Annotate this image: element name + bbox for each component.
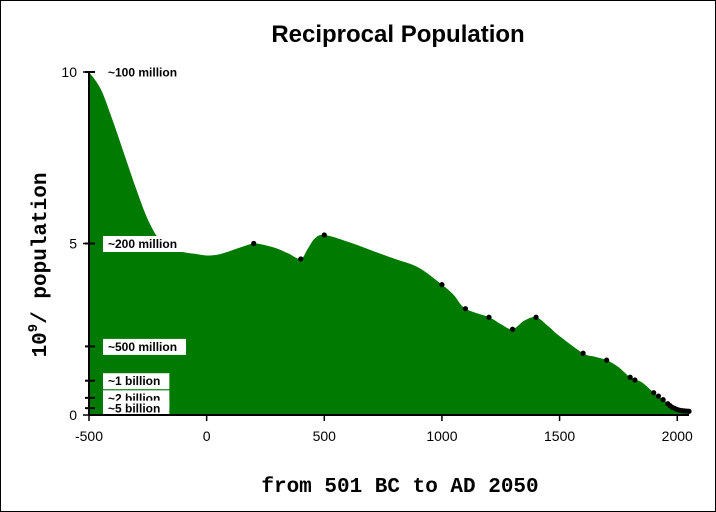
y-axis-label-base: 10 [30,332,53,357]
annotation-label: ~200 million [103,236,187,252]
x-tick-label: 0 [203,428,211,444]
data-marker [580,350,586,356]
population-area [89,72,689,415]
y-axis-ticks: 0 5 10 [61,64,89,423]
y-axis-label-exponent: 9 [26,324,42,332]
y-axis-label: 109/ population [26,173,53,358]
x-tick-label: 500 [313,428,337,444]
x-tick-label: 2000 [662,428,693,444]
y-axis-label-rest: / population [30,173,53,324]
data-marker [533,314,539,320]
data-marker [660,396,666,403]
data-marker [627,374,633,380]
data-marker [655,393,662,399]
x-axis-ticks: -500 0 500 1000 1500 2000 [75,415,693,444]
data-marker [686,408,692,414]
annotation-box [103,373,170,390]
data-marker [251,240,257,247]
annotation-text: ~200 million [108,237,177,251]
annotation-box [103,400,170,417]
data-marker [462,306,469,312]
annotation-label: ~1 billion [103,373,170,390]
data-marker [632,377,638,383]
data-marker [486,314,492,320]
y-tick-label: 10 [61,64,77,80]
data-marker [651,390,657,396]
x-axis-label: from 501 BC to AD 2050 [261,476,538,499]
annotation-text: ~5 billion [108,402,160,416]
x-tick-label: 1000 [426,428,457,444]
annotation-label: ~500 million [103,338,187,355]
x-tick-label: 1500 [544,428,575,444]
annotation-box [103,236,187,252]
y-tick-label: 5 [69,236,77,252]
data-marker [321,232,327,238]
annotation-label: ~5 billion [103,400,170,417]
data-marker [509,326,516,332]
annotation-box [103,338,187,355]
data-marker [439,282,445,288]
chart-title: Reciprocal Population [271,21,524,48]
annotation-text: ~1 billion [108,374,160,388]
data-markers [251,232,692,414]
annotation-text: ~500 million [108,340,177,354]
annotation-label: ~100 million [103,64,187,81]
annotations: ~100 million ~200 million ~500 million ~1 b… [85,64,187,417]
annotation-box [103,64,187,81]
annotation-text: ~100 million [108,66,177,80]
y-tick-label: 0 [69,407,77,423]
data-marker [298,256,304,262]
data-marker [604,357,610,363]
x-tick-label: -500 [75,428,103,444]
plot-area: ~100 million ~200 million ~500 million ~1 b… [61,64,693,444]
